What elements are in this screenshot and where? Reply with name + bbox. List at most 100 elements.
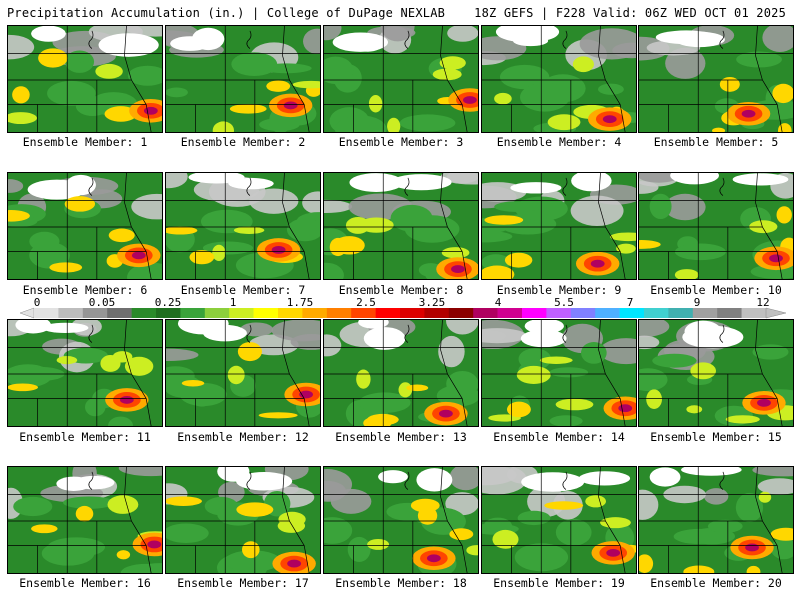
ensemble-map-panel (165, 25, 321, 133)
precip-map (8, 467, 162, 573)
colorbar-swatch (34, 308, 59, 318)
colorbar-right-arrow (765, 307, 787, 319)
precip-map (482, 467, 636, 573)
ensemble-map-panel (638, 172, 794, 280)
precip-map (8, 26, 162, 132)
ensemble-member-label: Ensemble Member: 3 (338, 135, 464, 149)
colorbar-left-arrow (19, 307, 35, 319)
ensemble-member-label: Ensemble Member: 14 (493, 430, 625, 444)
colorbar-tick-label: 2.5 (356, 296, 376, 309)
precip-map (8, 320, 162, 426)
colorbar-swatch (326, 308, 352, 318)
ensemble-map-panel (638, 25, 794, 133)
ensemble-map-panel (323, 319, 479, 427)
colorbar-tick-label: 5.5 (554, 296, 574, 309)
ensemble-member-label: Ensemble Member: 18 (335, 576, 467, 590)
colorbar-swatch (204, 308, 230, 318)
ensemble-map-panel (165, 466, 321, 574)
colorbar-swatches (19, 307, 787, 319)
colorbar-swatch (400, 308, 425, 318)
precip-map (639, 173, 793, 279)
colorbar-tick-label: 1 (229, 296, 237, 309)
precip-map (166, 173, 320, 279)
precip-map (324, 26, 478, 132)
ensemble-member-label: Ensemble Member: 15 (650, 430, 782, 444)
ensemble-map-panel (7, 25, 163, 133)
model-valid-time: 18Z GEFS | F228 Valid: 06Z WED OCT 01 20… (474, 6, 786, 20)
ensemble-member-label: Ensemble Member: 16 (19, 576, 151, 590)
ensemble-member-label: Ensemble Member: 1 (22, 135, 148, 149)
colorbar-swatch (58, 308, 84, 318)
ensemble-member-label: Ensemble Member: 6 (22, 283, 148, 297)
ensemble-member-label: Ensemble Member: 12 (177, 430, 309, 444)
colorbar-swatch (229, 308, 254, 318)
colorbar-tick-label: 1.75 (286, 296, 314, 309)
colorbar-swatch (692, 308, 718, 318)
colorbar-swatch (351, 308, 376, 318)
ensemble-member-label: Ensemble Member: 10 (650, 283, 782, 297)
colorbar-tick-label: 9 (693, 296, 701, 309)
ensemble-member-label: Ensemble Member: 19 (493, 576, 625, 590)
ensemble-map-panel (323, 172, 479, 280)
ensemble-map-panel (481, 172, 637, 280)
precip-map (639, 467, 793, 573)
colorbar-swatch (546, 308, 572, 318)
colorbar-swatch (302, 308, 328, 318)
ensemble-member-label: Ensemble Member: 5 (653, 135, 779, 149)
precip-map (639, 26, 793, 132)
ensemble-member-label: Ensemble Member: 20 (650, 576, 782, 590)
ensemble-map-panel (7, 466, 163, 574)
ensemble-member-label: Ensemble Member: 7 (180, 283, 306, 297)
ensemble-map-panel (323, 25, 479, 133)
colorbar-swatch (424, 308, 450, 318)
precip-map (8, 173, 162, 279)
colorbar-swatch (278, 308, 303, 318)
ensemble-map-panel (165, 172, 321, 280)
precip-map (324, 467, 478, 573)
ensemble-member-label: Ensemble Member: 17 (177, 576, 309, 590)
colorbar-tick-label: 0 (33, 296, 41, 309)
ensemble-member-label: Ensemble Member: 8 (338, 283, 464, 297)
precip-map (324, 173, 478, 279)
precip-map (482, 320, 636, 426)
colorbar-swatch (107, 308, 132, 318)
precip-map (166, 320, 320, 426)
colorbar-tick-label: 0.25 (154, 296, 182, 309)
colorbar-swatch (717, 308, 742, 318)
precip-map (639, 320, 793, 426)
colorbar-swatch (595, 308, 620, 318)
precip-colorbar: 0 0.05 0.25 1 1.75 2.5 3.25 4 5.5 7 9 12 (0, 296, 800, 320)
colorbar-tick-label: 12 (756, 296, 770, 309)
ensemble-map-panel (481, 319, 637, 427)
colorbar-tick-label: 0.05 (88, 296, 116, 309)
ensemble-map-panel (638, 466, 794, 574)
colorbar-tick-label: 3.25 (418, 296, 446, 309)
ensemble-map-panel (638, 319, 794, 427)
colorbar-tick-label: 7 (626, 296, 634, 309)
colorbar-swatch (156, 308, 181, 318)
colorbar-swatch (668, 308, 694, 318)
ensemble-map-panel (323, 466, 479, 574)
colorbar-swatch (619, 308, 645, 318)
colorbar-swatch (82, 308, 108, 318)
ensemble-map-panel (7, 172, 163, 280)
colorbar-swatch (741, 308, 767, 318)
ensemble-member-label: Ensemble Member: 9 (496, 283, 622, 297)
colorbar-swatch (497, 308, 523, 318)
precip-map (482, 173, 636, 279)
ensemble-map-panel (7, 319, 163, 427)
ensemble-map-panel (165, 319, 321, 427)
precip-map (166, 26, 320, 132)
precip-map (166, 467, 320, 573)
product-title: Precipitation Accumulation (in.) | Colle… (7, 6, 446, 20)
ensemble-member-label: Ensemble Member: 11 (19, 430, 151, 444)
colorbar-swatch (180, 308, 206, 318)
colorbar-swatch (253, 308, 279, 318)
colorbar-swatch (570, 308, 596, 318)
ensemble-map-panel (481, 466, 637, 574)
ensemble-member-label: Ensemble Member: 13 (335, 430, 467, 444)
precip-map (482, 26, 636, 132)
ensemble-member-label: Ensemble Member: 4 (496, 135, 622, 149)
colorbar-swatch (644, 308, 669, 318)
colorbar-tick-label: 4 (494, 296, 502, 309)
